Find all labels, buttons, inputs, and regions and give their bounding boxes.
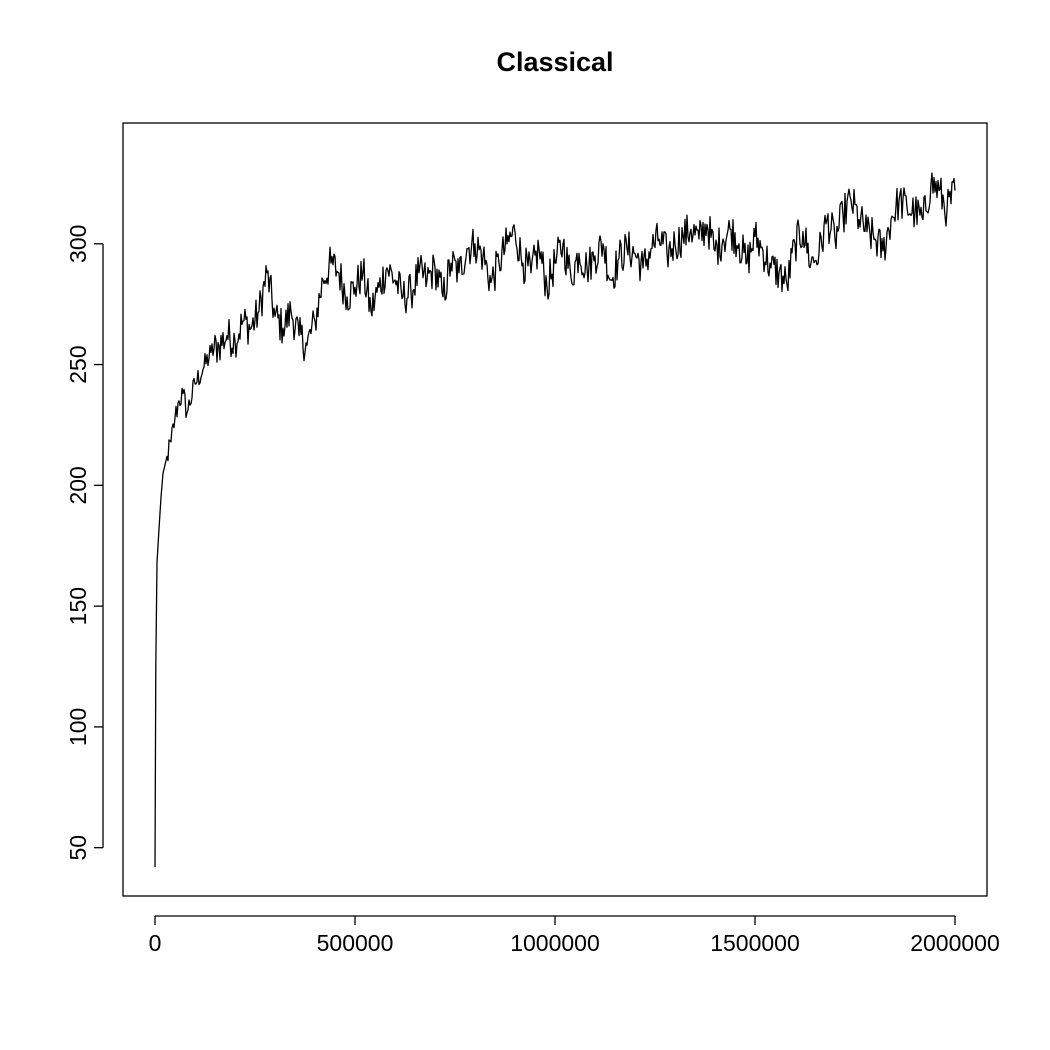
y-tick-label: 250 — [65, 345, 91, 383]
y-axis: 50 100 150 200 250 300 — [65, 225, 104, 861]
x-axis: 0 500000 1000000 1500000 2000000 — [149, 915, 1000, 956]
y-tick-label: 300 — [65, 225, 91, 263]
chart-title: Classical — [496, 47, 613, 77]
plot-frame — [122, 122, 988, 897]
x-tick-label: 1500000 — [710, 930, 800, 956]
y-tick-label: 200 — [65, 466, 91, 504]
y-tick-label: 150 — [65, 587, 91, 625]
y-tick-label: 100 — [65, 708, 91, 746]
x-tick-label: 2000000 — [910, 930, 1000, 956]
x-tick-label: 1000000 — [510, 930, 600, 956]
y-tick-label: 50 — [65, 835, 91, 861]
x-tick-label: 0 — [149, 930, 162, 956]
series-line — [154, 172, 956, 868]
x-tick-label: 500000 — [317, 930, 394, 956]
